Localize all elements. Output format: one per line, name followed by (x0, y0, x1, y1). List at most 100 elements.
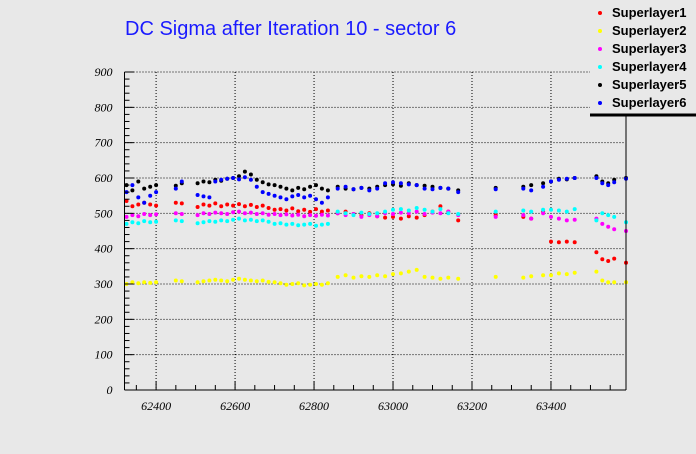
data-point-superlayer6 (493, 187, 498, 192)
data-point-superlayer5 (314, 183, 318, 188)
data-point-superlayer1 (248, 202, 253, 207)
data-point-superlayer2 (248, 278, 253, 283)
x-tick-label: 62600 (220, 399, 250, 413)
data-point-superlayer3 (398, 210, 403, 215)
data-point-superlayer6 (308, 193, 313, 198)
data-point-superlayer1 (383, 215, 388, 220)
y-tick-label: 700 (95, 136, 113, 150)
data-point-superlayer4 (237, 216, 241, 221)
data-point-superlayer4 (406, 208, 411, 213)
data-point-superlayer5 (541, 181, 546, 186)
data-point-superlayer1 (195, 205, 200, 209)
data-point-superlayer4 (260, 218, 265, 223)
data-point-superlayer6 (195, 193, 200, 197)
data-point-superlayer5 (290, 188, 295, 193)
data-point-superlayer4 (572, 207, 577, 212)
data-point-superlayer3 (391, 212, 395, 216)
data-point-superlayer5 (130, 188, 135, 193)
data-point-superlayer3 (296, 212, 301, 217)
data-point-superlayer6 (302, 195, 307, 200)
data-point-superlayer6 (314, 197, 318, 202)
data-point-superlayer1 (242, 204, 247, 209)
data-point-superlayer3 (242, 211, 247, 216)
data-point-superlayer1 (612, 256, 617, 261)
data-point-superlayer5 (319, 186, 324, 191)
data-point-superlayer1 (456, 218, 461, 223)
data-point-superlayer3 (219, 211, 224, 216)
data-point-superlayer1 (556, 240, 561, 245)
data-point-superlayer3 (314, 213, 318, 218)
data-point-superlayer5 (308, 184, 313, 189)
data-point-superlayer2 (541, 273, 546, 278)
data-point-superlayer3 (564, 218, 569, 223)
data-point-superlayer3 (493, 214, 498, 219)
data-point-superlayer4 (430, 209, 435, 214)
data-point-superlayer4 (521, 208, 526, 213)
data-point-superlayer6 (213, 179, 218, 184)
data-point-superlayer6 (201, 194, 206, 199)
data-point-superlayer1 (325, 208, 330, 213)
legend-label: Superlayer5 (612, 77, 686, 92)
data-point-superlayer4 (391, 207, 395, 212)
data-point-superlayer4 (564, 209, 569, 214)
data-point-superlayer1 (278, 207, 283, 212)
data-point-superlayer1 (319, 209, 324, 214)
data-point-superlayer4 (594, 218, 599, 223)
data-point-superlayer6 (296, 193, 301, 197)
chart-title: DC Sigma after Iteration 10 - sector 6 (125, 18, 456, 40)
data-point-superlayer3 (406, 211, 411, 216)
data-point-superlayer6 (438, 185, 443, 190)
data-point-superlayer3 (521, 213, 526, 218)
data-point-superlayer5 (148, 184, 153, 189)
data-point-superlayer6 (335, 186, 340, 191)
data-point-superlayer5 (296, 185, 301, 190)
data-point-superlayer5 (302, 187, 307, 192)
data-point-superlayer2 (242, 277, 247, 282)
data-point-superlayer6 (130, 183, 135, 188)
data-point-superlayer3 (207, 212, 212, 216)
data-point-superlayer1 (237, 202, 241, 207)
data-point-superlayer4 (290, 221, 295, 226)
data-point-superlayer3 (201, 211, 206, 216)
data-point-superlayer2 (572, 270, 577, 275)
data-point-superlayer3 (438, 211, 443, 216)
data-point-superlayer6 (521, 186, 526, 191)
data-point-superlayer2 (319, 282, 324, 287)
legend-label: Superlayer2 (612, 23, 686, 38)
data-point-superlayer3 (422, 212, 427, 216)
data-point-superlayer2 (564, 272, 569, 277)
data-point-superlayer2 (136, 281, 141, 286)
data-point-superlayer4 (375, 211, 380, 216)
data-point-superlayer1 (572, 240, 577, 245)
data-point-superlayer2 (438, 276, 443, 281)
data-point-superlayer3 (213, 210, 218, 215)
data-point-superlayer6 (284, 197, 289, 202)
data-point-superlayer4 (207, 219, 212, 224)
data-point-superlayer5 (242, 169, 247, 174)
data-point-superlayer5 (142, 186, 147, 191)
data-point-superlayer3 (136, 214, 141, 219)
data-point-superlayer3 (254, 212, 259, 216)
data-point-superlayer5 (422, 183, 427, 188)
data-point-superlayer6 (606, 183, 611, 188)
data-point-superlayer5 (207, 180, 212, 185)
data-point-superlayer1 (173, 200, 178, 205)
data-point-superlayer1 (154, 203, 159, 208)
data-point-superlayer6 (260, 190, 265, 195)
data-point-superlayer4 (367, 212, 372, 216)
data-point-superlayer2 (254, 279, 259, 284)
data-point-superlayer2 (343, 273, 348, 278)
data-point-superlayer2 (359, 274, 364, 279)
data-point-superlayer6 (383, 181, 388, 186)
data-point-superlayer4 (173, 218, 178, 223)
data-point-superlayer3 (248, 210, 253, 215)
legend-label: Superlayer3 (612, 41, 686, 56)
data-point-superlayer4 (438, 207, 443, 212)
data-point-superlayer4 (179, 219, 184, 224)
y-tick-label: 0 (107, 383, 113, 397)
data-point-superlayer3 (284, 212, 289, 217)
data-point-superlayer6 (422, 186, 427, 191)
data-point-superlayer4 (456, 212, 461, 216)
data-point-superlayer1 (284, 208, 289, 213)
